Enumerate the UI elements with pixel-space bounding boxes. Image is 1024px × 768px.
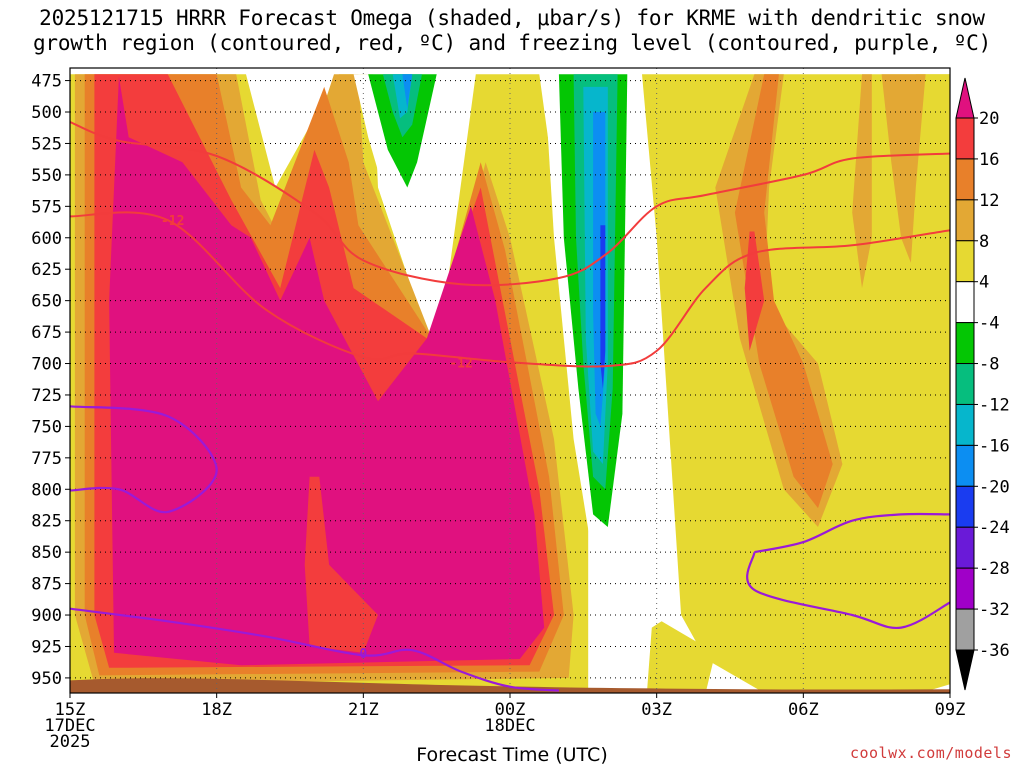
y-tick-label-700: 700 (31, 355, 62, 375)
colorbar-bin-4 (955, 240, 975, 283)
colorbar-bin--12 (955, 363, 975, 405)
colorbar-bin--28 (955, 526, 975, 569)
colorbar-bin--4 (955, 281, 975, 324)
y-tick-label-500: 500 (31, 103, 62, 123)
chart-title-line1: 2025121715 HRRR Forecast Omega (shaded, … (39, 6, 985, 30)
y-tick-label-725: 725 (31, 386, 62, 406)
chart-title-line2: growth region (contoured, red, ºC) and f… (32, 31, 992, 55)
x-tick-label-0-0: 15Z (55, 700, 86, 720)
shade-right-red (744, 231, 765, 351)
y-tick-label-800: 800 (31, 480, 62, 500)
freezing-contour-2 (754, 512, 950, 554)
terrain (70, 678, 950, 693)
y-tick-label-675: 675 (31, 323, 62, 343)
colorbar-top-arrow (955, 77, 975, 119)
dgz-label-left: -12 (161, 214, 184, 229)
axes: 475 500 525 550 575 600 625 650 675 700 725 750 775 8… (31, 67, 966, 752)
y-tick-label-550: 550 (31, 166, 62, 186)
x-tick-label-6-0: 21Z (348, 700, 379, 720)
shade-plume-magenta (109, 76, 545, 666)
colorbar-bin--24 (955, 485, 975, 528)
shade-sink-purple (600, 225, 606, 389)
colorbar-bin-12 (955, 158, 975, 201)
colorbar-bin-8 (955, 199, 975, 242)
colorbar-bin--32 (955, 567, 975, 610)
y-tick-label-525: 525 (31, 134, 62, 154)
x-tick-label-0-2: 2025 (50, 732, 91, 752)
colorbar-label-2: 12 (979, 191, 999, 211)
colorbar-label-8: -16 (979, 436, 1010, 456)
x-tick-label-15-0: 06Z (788, 700, 819, 720)
shade-right-orange (734, 74, 833, 509)
y-tick-label-475: 475 (31, 72, 62, 92)
colorbar-label-7: -12 (979, 395, 1010, 415)
omega-shading (70, 74, 950, 693)
dgz-contour-1 (70, 121, 950, 287)
x-tick-label-9-1: 18DEC (484, 716, 535, 736)
y-tick-label-600: 600 (31, 229, 62, 249)
y-tick-label-750: 750 (31, 417, 62, 437)
dgz-label-mid: -12 (449, 356, 472, 371)
colorbar-label-5: -4 (979, 314, 999, 334)
colorbar-bin--36 (955, 608, 975, 651)
x-tick-label-9-0: 00Z (495, 700, 526, 720)
colorbar-bin-16 (955, 117, 975, 160)
y-tick-label-575: 575 (31, 197, 62, 217)
colorbar-label-12: -32 (979, 600, 1010, 620)
dgz-contour-0 (70, 211, 950, 368)
site-credit[interactable]: coolwx.com/models (849, 744, 1012, 762)
colorbar-bin--20 (955, 444, 975, 487)
x-tick-label-12-0: 03Z (641, 700, 672, 720)
shade-right-gold-b (881, 74, 926, 263)
grid (70, 68, 950, 693)
y-tick-label-900: 900 (31, 606, 62, 626)
y-tick-label-850: 850 (31, 543, 62, 563)
colorbar-label-11: -28 (979, 559, 1010, 579)
colorbar-bin--8 (955, 322, 975, 365)
freezing-contour-0 (70, 607, 559, 692)
contours: -12 -12 0 (70, 121, 950, 692)
colorbar-label-9: -20 (979, 477, 1010, 497)
colorbar-bottom-arrow (955, 649, 975, 691)
colorbar-label-13: -36 (979, 641, 1010, 661)
freezing-contour-3 (746, 551, 950, 630)
x-tick-label-0-1: 17DEC (44, 716, 95, 736)
freezing-contour-1 (70, 405, 218, 514)
colorbar-label-1: 16 (979, 150, 999, 170)
shade-yellow-lobe (646, 621, 716, 693)
colorbar-bin--16 (955, 403, 975, 446)
y-tick-label-825: 825 (31, 512, 62, 532)
colorbar: 20 16 12 8 4 -4 -8 -12 -16 -20 -24 -28 -32 -36 (955, 77, 1010, 691)
colorbar-label-6: -8 (979, 355, 999, 375)
shade-red-intrusion (304, 476, 378, 653)
y-tick-label-875: 875 (31, 575, 62, 595)
x-axis-title: Forecast Time (UTC) (416, 744, 608, 766)
freezing-label: 0 (359, 647, 367, 662)
x-tick-label-18-0: 09Z (935, 700, 966, 720)
colorbar-label-0: 20 (979, 109, 999, 129)
colorbar-label-4: 4 (979, 273, 989, 293)
shade-wedge-blue (402, 74, 413, 109)
y-tick-label-950: 950 (31, 669, 62, 689)
colorbar-label-3: 8 (979, 232, 989, 252)
y-tick-label-775: 775 (31, 449, 62, 469)
y-tick-label-650: 650 (31, 292, 62, 312)
shade-right-gold-c (852, 74, 872, 289)
y-tick-label-625: 625 (31, 260, 62, 280)
colorbar-label-10: -24 (979, 518, 1010, 538)
y-tick-label-925: 925 (31, 637, 62, 657)
x-tick-label-3-0: 18Z (201, 700, 232, 720)
